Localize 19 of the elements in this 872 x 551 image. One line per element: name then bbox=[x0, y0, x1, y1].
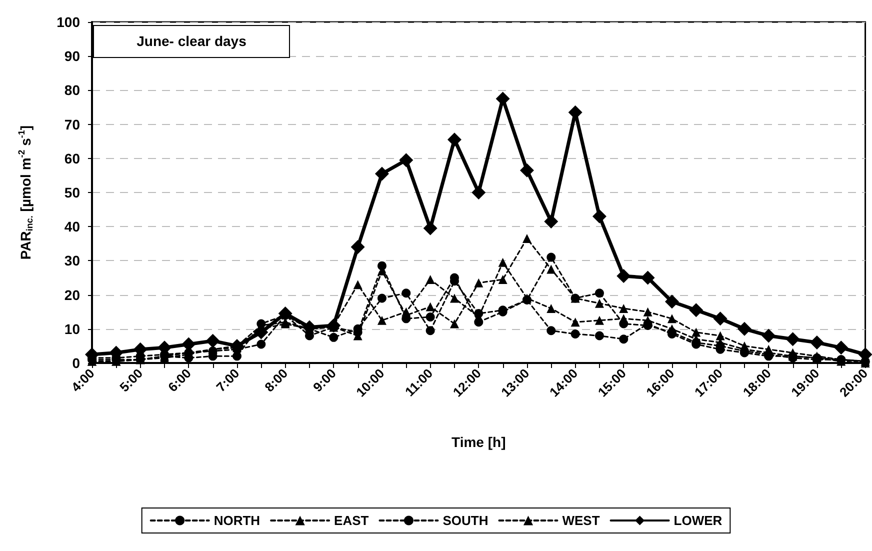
legend-label: WEST bbox=[562, 513, 600, 528]
y-tick-label: 10 bbox=[64, 320, 80, 337]
y-tick-label: 30 bbox=[64, 252, 80, 269]
y-tick-label: 20 bbox=[64, 286, 80, 303]
y-axis-title: PARinc. [µmol m-2 s-1] bbox=[16, 125, 34, 260]
x-tick-label: 6:00 bbox=[164, 366, 194, 395]
legend-label: NORTH bbox=[214, 513, 260, 528]
x-axis-title: Time [h] bbox=[452, 434, 506, 450]
y-tick-label: 90 bbox=[64, 48, 80, 64]
y-tick-label: 100 bbox=[56, 14, 80, 30]
y-tick-label: 50 bbox=[64, 184, 80, 200]
y-tick-label: 0 bbox=[72, 355, 80, 371]
y-tick-label: 60 bbox=[64, 150, 80, 166]
legend-label: SOUTH bbox=[442, 513, 488, 528]
legend-label: EAST bbox=[334, 513, 369, 528]
y-tick-label: 40 bbox=[64, 218, 80, 235]
y-tick-label: 70 bbox=[64, 116, 80, 132]
y-tick-label: 80 bbox=[64, 82, 80, 98]
legend-label: LOWER bbox=[674, 513, 723, 528]
